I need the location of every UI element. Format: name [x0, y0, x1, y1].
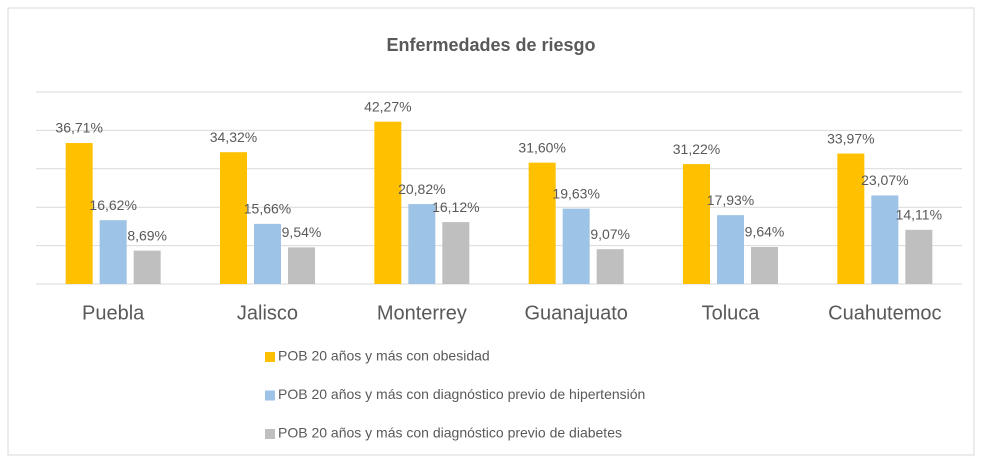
data-label: 9,07%: [590, 226, 630, 242]
chart-title: Enfermedades de riesgo: [386, 35, 595, 55]
bar: [65, 143, 93, 284]
x-tick-label: Guanajuato: [524, 302, 627, 324]
data-label: 31,60%: [518, 139, 565, 155]
bar: [442, 222, 470, 284]
x-tick-label: Cuahutemoc: [828, 302, 941, 324]
data-label: 16,62%: [89, 197, 136, 213]
bar: [905, 229, 933, 284]
bar: [837, 153, 865, 284]
bar: [374, 121, 402, 284]
data-label: 9,64%: [745, 224, 785, 240]
legend-swatch: [265, 352, 275, 362]
x-tick-label: Toluca: [702, 302, 761, 324]
bar: [751, 246, 778, 284]
legend-swatch: [265, 390, 275, 401]
data-label: 9,54%: [282, 224, 322, 240]
data-label: 31,22%: [673, 141, 720, 157]
legend-swatch: [265, 429, 275, 439]
data-label: 33,97%: [827, 130, 874, 146]
data-label: 8,69%: [127, 227, 167, 243]
data-label: 17,93%: [707, 192, 754, 208]
data-label: 20,82%: [398, 181, 445, 197]
data-label: 42,27%: [364, 98, 411, 114]
bar: [220, 152, 247, 284]
data-label: 23,07%: [861, 172, 908, 188]
bar: [562, 208, 590, 284]
legend-label: POB 20 años y más con diagnóstico previo…: [278, 386, 645, 402]
data-label: 15,66%: [244, 201, 291, 217]
bar: [596, 249, 624, 284]
x-tick-label: Monterrey: [377, 302, 467, 324]
data-label: 36,71%: [55, 120, 102, 136]
data-label: 34,32%: [210, 129, 257, 145]
bar: [254, 223, 281, 284]
bar: [871, 195, 899, 284]
bar: [408, 204, 436, 284]
data-label: 19,63%: [552, 185, 599, 201]
chart-frame: [7, 7, 975, 456]
x-tick-label: Puebla: [82, 302, 145, 324]
x-tick-label: Jalisco: [237, 302, 298, 324]
legend-label: POB 20 años y más con diagnóstico previo…: [278, 425, 622, 441]
bar: [717, 215, 744, 284]
data-label: 16,12%: [432, 199, 479, 215]
legend-label: POB 20 años y más con obesidad: [278, 348, 490, 364]
bar: [133, 250, 161, 284]
data-label: 14,11%: [896, 207, 942, 223]
bar: [528, 162, 556, 284]
bar: [288, 247, 315, 284]
bar: [99, 220, 127, 284]
bar: [683, 164, 710, 284]
